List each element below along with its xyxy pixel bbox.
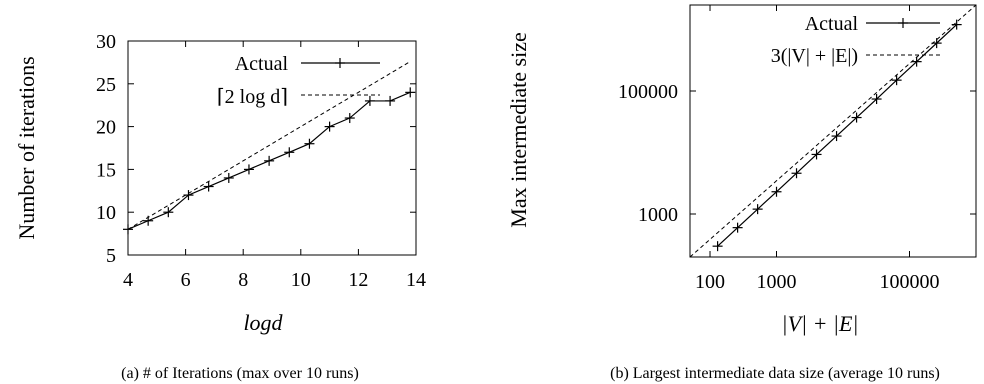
data-point (264, 155, 275, 166)
data-point (791, 168, 802, 179)
series-line-bound (689, 4, 977, 258)
data-point (891, 75, 902, 86)
x-tick-label: 100 (695, 271, 725, 293)
x-tick-label: 4 (123, 269, 133, 291)
x-tick-label: 1000 (757, 271, 797, 293)
data-point (752, 204, 763, 215)
legend-label-actual: Actual (235, 53, 289, 75)
y-tick-label: 100000 (618, 81, 678, 103)
y-tick-label: 15 (96, 159, 116, 181)
y-axis-label: Max intermediate size (506, 32, 531, 227)
data-point (851, 112, 862, 123)
x-tick-label: 100000 (880, 271, 940, 293)
y-axis-label: Number of iterations (14, 56, 39, 239)
data-point (771, 186, 782, 197)
legend-label-actual: Actual (805, 13, 859, 35)
x-tick-label: 12 (348, 269, 368, 291)
data-point (143, 215, 154, 226)
x-tick-label: 8 (238, 269, 248, 291)
y-tick-label: 20 (96, 117, 116, 139)
legend-label-bound: ⌈2 log d⌉ (217, 86, 288, 108)
data-point (385, 95, 396, 106)
y-tick-label: 5 (106, 245, 116, 267)
series-line-bound (127, 61, 411, 230)
data-point (223, 172, 234, 183)
x-axis-label: logd (243, 310, 283, 335)
legend-label-bound: 3(|V| + |E|) (771, 45, 858, 67)
data-point (931, 38, 942, 49)
data-point (243, 164, 254, 175)
data-point (732, 222, 743, 233)
chart-a: 4 6 8 10 12 14 5 10 15 20 25 30 logd Number of ite… (14, 31, 426, 382)
x-axis-label: |V| + |E| (782, 311, 859, 336)
chart-b: 100 1000 100000 1000 100000 |V| + |E| Max i… (506, 4, 977, 382)
y-tick-label: 25 (96, 74, 116, 96)
data-point (871, 94, 882, 105)
x-tick-label: 14 (406, 269, 426, 291)
data-point (911, 56, 922, 67)
data-point (951, 19, 962, 30)
data-point (324, 121, 335, 132)
data-point (344, 113, 355, 124)
data-point (712, 241, 723, 252)
caption-b: (b) Largest intermediate data size (aver… (610, 365, 940, 382)
data-point (203, 181, 214, 192)
data-point (811, 149, 822, 160)
data-point (304, 138, 315, 149)
data-point (284, 147, 295, 158)
legend-marker-actual (335, 58, 345, 68)
x-tick-label: 10 (291, 269, 311, 291)
y-tick-label: 30 (96, 31, 116, 53)
x-tick-label: 6 (181, 269, 191, 291)
legend: Actual 3(|V| + |E|) (771, 13, 940, 67)
data-point (405, 87, 416, 98)
legend-marker-actual (898, 18, 908, 28)
data-point (831, 131, 842, 142)
plot-frame (689, 4, 977, 258)
caption-a: (a) # of Iterations (max over 10 runs) (121, 365, 359, 382)
data-point (183, 190, 194, 201)
plot-frame (127, 40, 417, 256)
y-tick-label: 10 (96, 202, 116, 224)
data-point (123, 224, 133, 235)
y-tick-label: 1000 (638, 204, 678, 226)
legend: Actual ⌈2 log d⌉ (217, 53, 380, 108)
data-point (364, 95, 375, 106)
data-point (163, 207, 174, 218)
